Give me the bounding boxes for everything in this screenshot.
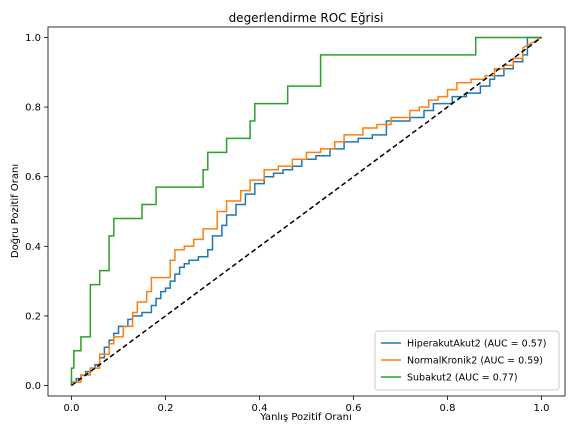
legend-label: Subakut2 (AUC = 0.77) bbox=[407, 373, 518, 384]
x-tick-label: 0.2 bbox=[158, 403, 174, 414]
chance-diagonal-line bbox=[71, 36, 542, 387]
y-axis-label: Doğru Pozitif Oranı bbox=[9, 164, 21, 258]
roc-curve-series-3 bbox=[70, 36, 542, 386]
legend-label: NormalKronik2 (AUC = 0.59) bbox=[407, 356, 543, 367]
x-tick-label: 1.0 bbox=[534, 403, 550, 414]
legend-label: HiperakutAkut2 (AUC = 0.57) bbox=[407, 339, 547, 350]
legend-box bbox=[374, 330, 560, 391]
y-tick-label: 0.4 bbox=[25, 242, 41, 253]
x-tick-label: 0.6 bbox=[346, 403, 362, 414]
x-tick-label: 0.0 bbox=[64, 403, 80, 414]
y-tick-label: 0.8 bbox=[25, 103, 41, 114]
plot-lines bbox=[70, 36, 542, 387]
y-tick-label: 0.0 bbox=[25, 381, 41, 392]
plot-frame bbox=[47, 26, 566, 397]
legend: HiperakutAkut2 (AUC = 0.57) NormalKronik2… bbox=[374, 330, 560, 391]
x-tick-label: 0.8 bbox=[440, 403, 456, 414]
y-tick-label: 0.2 bbox=[25, 311, 41, 322]
x-axis-label: Yanlış Pozitif Oranı bbox=[259, 412, 352, 423]
roc-curve-series-2 bbox=[70, 36, 542, 386]
x-tick-label: 0.4 bbox=[252, 403, 268, 414]
y-tick-label: 0.6 bbox=[25, 172, 41, 183]
y-tick-label: 1.0 bbox=[25, 33, 41, 44]
chart-title: degerlendirme ROC Eğrisi bbox=[229, 11, 384, 25]
axes: 0.0 0.2 0.4 0.6 0.8 1.0 0.0 0.2 0.4 0.6 0.8 1.0 bbox=[25, 33, 549, 414]
